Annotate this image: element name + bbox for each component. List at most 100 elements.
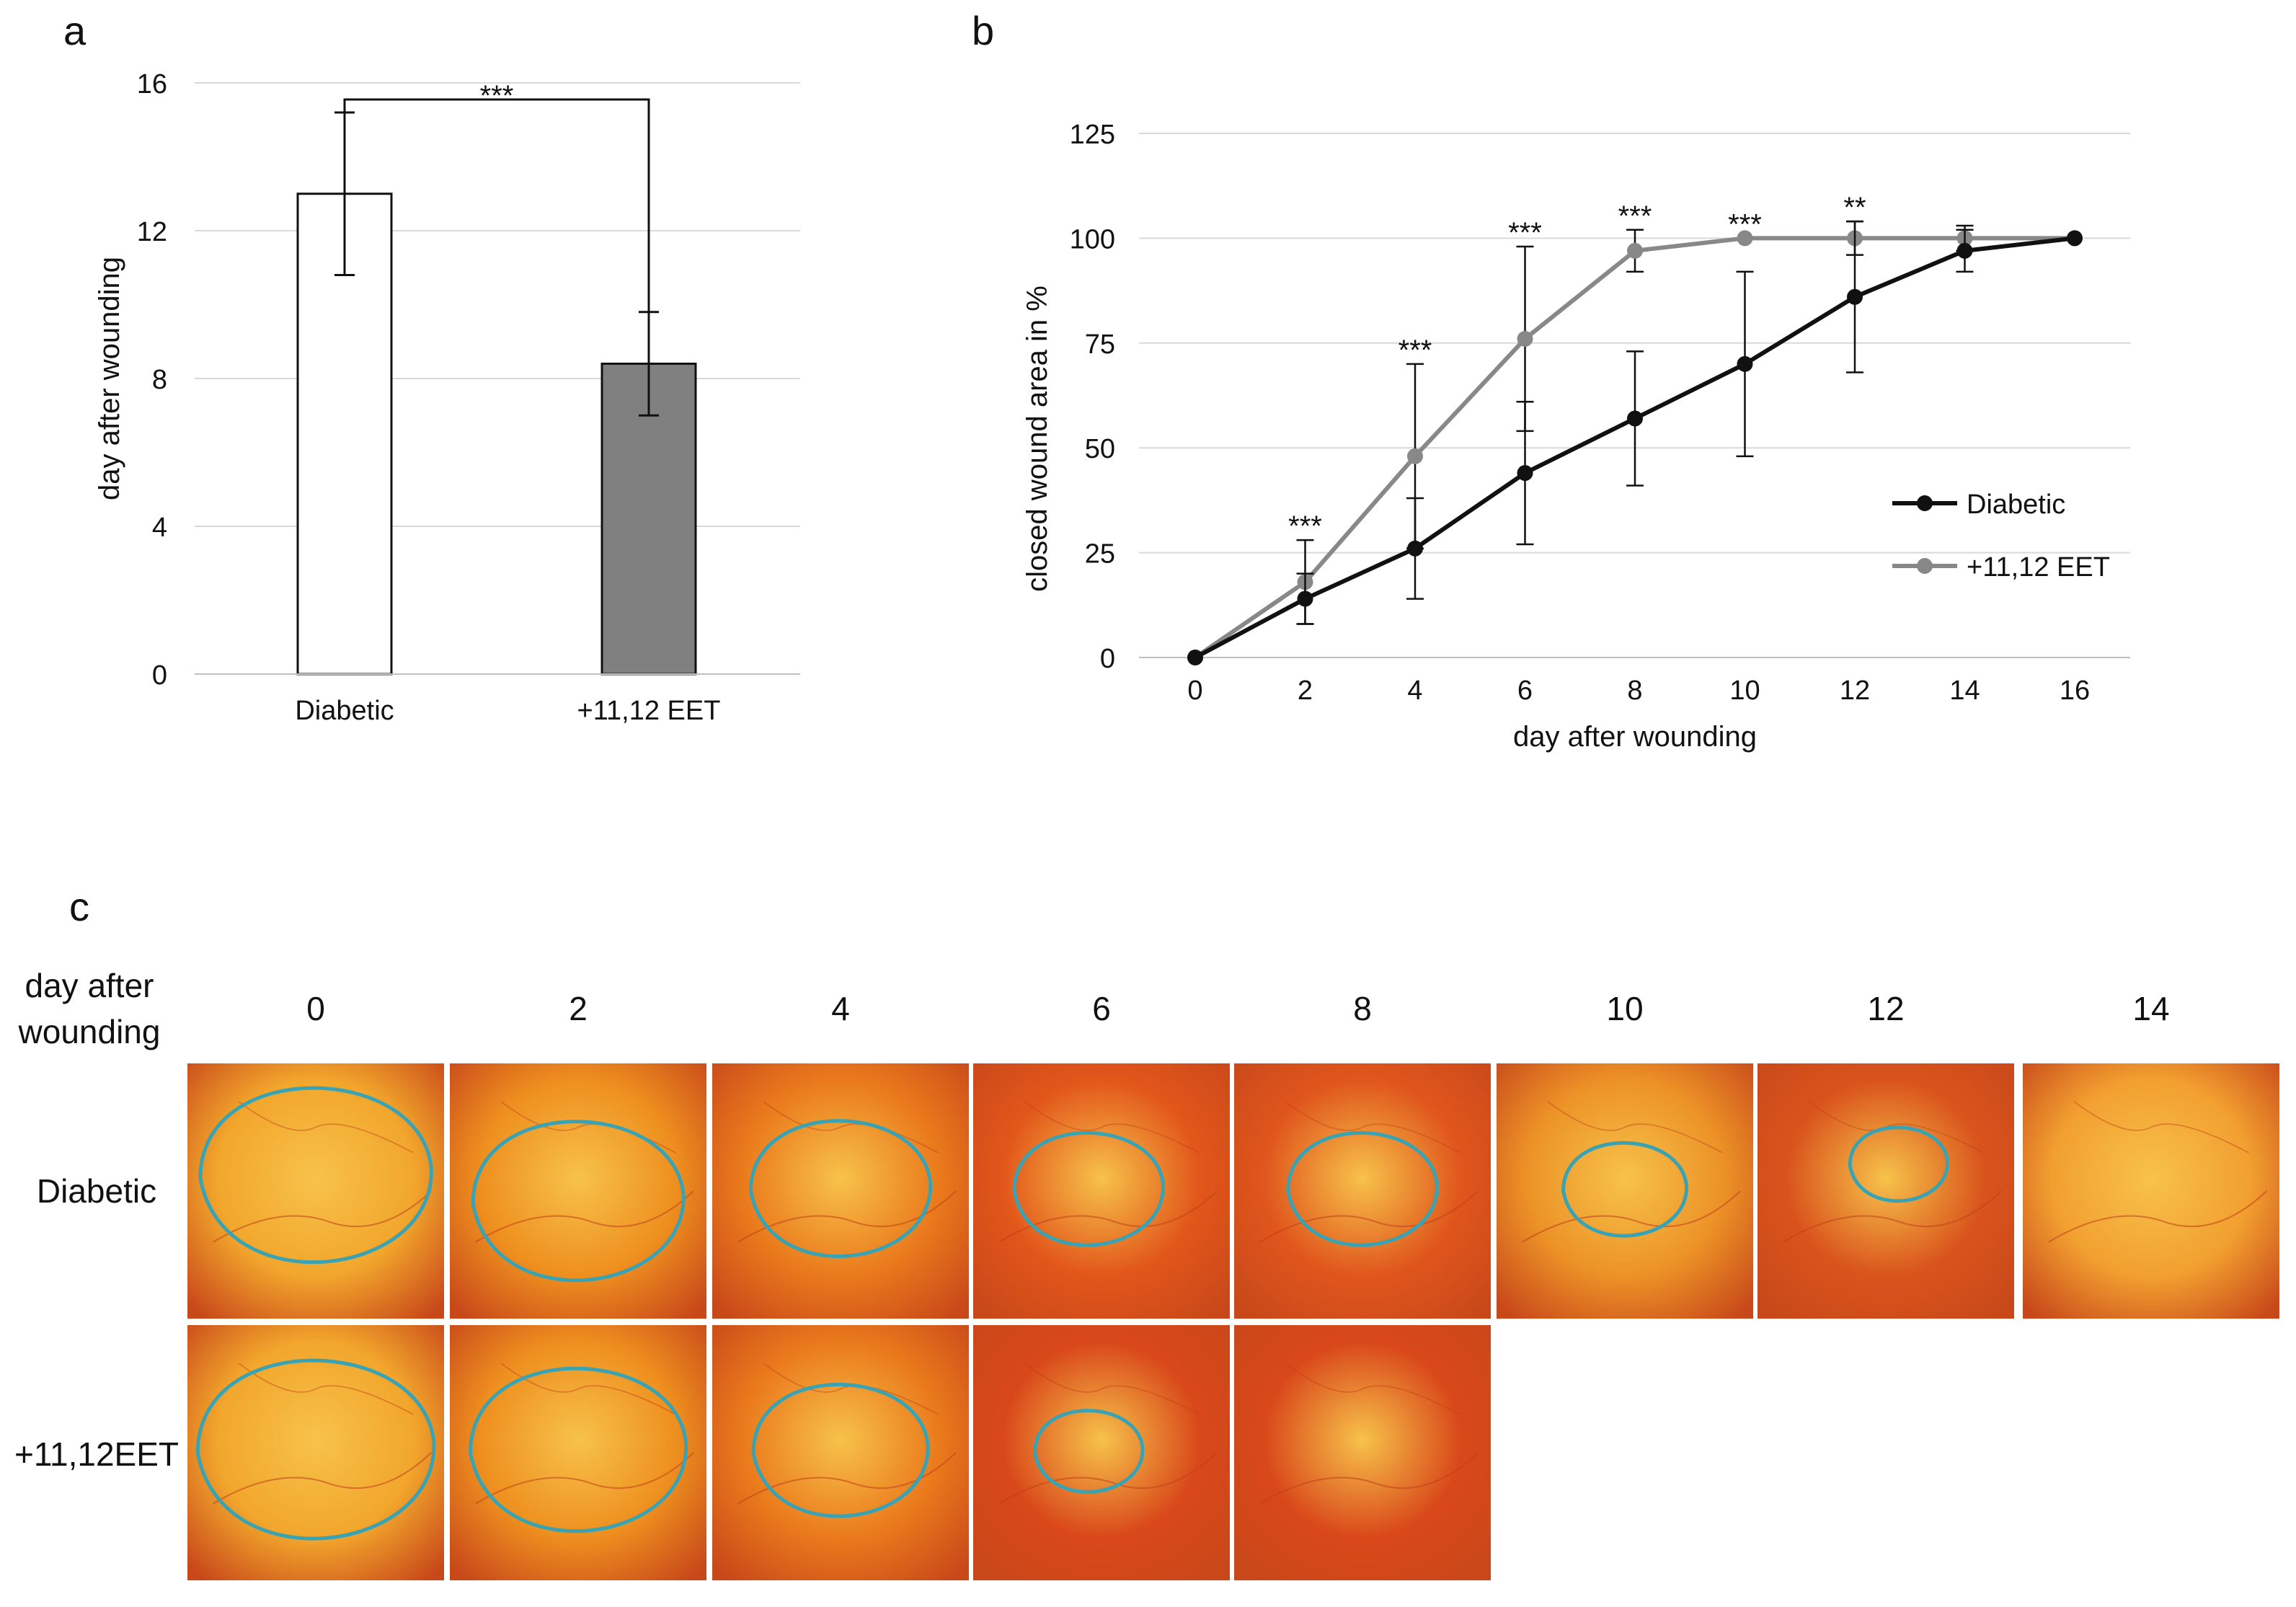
y-tick-label: 25 xyxy=(1085,539,1115,570)
photo-background xyxy=(973,1325,1230,1580)
wound-photo-image xyxy=(450,1063,706,1319)
photo-background xyxy=(2023,1063,2279,1319)
x-tick-label: 6 xyxy=(1517,676,1533,706)
wound-photo xyxy=(973,1063,1230,1319)
wound-photo-image xyxy=(450,1325,706,1580)
x-tick-label: Diabetic xyxy=(295,696,394,726)
data-point xyxy=(1627,242,1643,259)
x-tick-label: 14 xyxy=(1949,676,1980,706)
wound-outline xyxy=(1848,1125,1949,1203)
wound-photo xyxy=(450,1325,706,1580)
line-chart: 0 25 50 75 100 125 0 2 4 6 8 10 12 14 16 day after woun… xyxy=(1021,120,2130,753)
photo-background xyxy=(712,1325,969,1580)
significance-label: *** xyxy=(1288,510,1322,542)
data-point xyxy=(1187,650,1203,665)
day-column-label: 4 xyxy=(831,990,850,1027)
significance-label: ** xyxy=(1843,192,1866,223)
day-column-label: 14 xyxy=(2132,990,2170,1027)
vessel xyxy=(475,1190,694,1243)
panel-letter-c: c xyxy=(69,884,89,929)
photo-background xyxy=(450,1063,706,1319)
wound-outline xyxy=(748,1119,933,1258)
y-axis-label: closed wound area in % xyxy=(1021,285,1053,592)
wound-photo-image xyxy=(1497,1063,1753,1319)
wound-photo xyxy=(973,1325,1230,1580)
y-tick-label: 8 xyxy=(152,365,167,395)
wound-photo xyxy=(712,1325,969,1580)
x-tick-label: +11,12 EET xyxy=(577,696,721,726)
significance-label: *** xyxy=(1399,335,1432,366)
wound-photo-image xyxy=(1758,1063,2014,1319)
wound-photo xyxy=(1497,1063,1753,1319)
vessel xyxy=(1547,1101,1723,1154)
wound-photo xyxy=(187,1063,444,1319)
wound-outline xyxy=(195,1358,436,1541)
y-tick-label: 0 xyxy=(152,660,167,691)
vessel xyxy=(763,1101,939,1154)
x-tick-label: 8 xyxy=(1627,676,1642,706)
day-column-label: 0 xyxy=(306,990,325,1027)
wound-photo-image xyxy=(187,1063,444,1319)
vessel xyxy=(238,1101,414,1154)
data-point xyxy=(2067,230,2083,247)
photo-background xyxy=(1497,1063,1753,1319)
data-point xyxy=(1627,410,1643,427)
row-label-diabetic: Diabetic xyxy=(36,1172,157,1210)
x-axis-label: day after wounding xyxy=(1513,721,1757,753)
wound-photo-image xyxy=(973,1063,1230,1319)
data-point xyxy=(1956,242,1973,259)
wound-photo xyxy=(1758,1063,2014,1319)
wound-outline xyxy=(1561,1141,1688,1238)
wound-outline xyxy=(1012,1130,1165,1247)
wound-photo xyxy=(712,1063,969,1319)
wound-photo-image xyxy=(712,1063,969,1319)
wound-photo-image xyxy=(973,1325,1230,1580)
y-axis-label: day after wounding xyxy=(94,257,125,500)
y-tick-label: 4 xyxy=(152,513,167,543)
vessel xyxy=(763,1363,939,1415)
legend-label: +11,12 EET xyxy=(1967,552,2110,583)
vessel xyxy=(1522,1190,1741,1243)
data-point xyxy=(1297,590,1313,607)
vessel xyxy=(1783,1190,2002,1243)
wound-photo xyxy=(187,1325,444,1580)
legend-label: Diabetic xyxy=(1967,490,2065,520)
data-point xyxy=(1517,330,1533,347)
day-column-label: 10 xyxy=(1606,990,1644,1027)
wound-photo-image xyxy=(712,1325,969,1580)
wound-outline xyxy=(468,1366,688,1533)
photo-background xyxy=(450,1325,706,1580)
data-point xyxy=(1737,355,1753,372)
data-point xyxy=(1407,540,1423,557)
legend-marker xyxy=(1917,558,1933,574)
wound-outline xyxy=(1032,1409,1145,1494)
wound-photo-image xyxy=(1234,1063,1491,1319)
wound-photo-image xyxy=(1234,1325,1491,1580)
vessel xyxy=(998,1190,1218,1243)
row-label-eet: +11,12EET xyxy=(14,1435,179,1473)
wound-photo xyxy=(1234,1063,1491,1319)
vessel xyxy=(737,1452,957,1505)
x-tick-label: 0 xyxy=(1187,676,1202,706)
photo-background xyxy=(187,1063,444,1319)
vessel xyxy=(2048,1190,2267,1243)
x-tick-label: 12 xyxy=(1840,676,1870,706)
vessel xyxy=(1285,1101,1461,1154)
vessel xyxy=(1024,1101,1200,1154)
y-tick-label: 0 xyxy=(1100,644,1115,674)
significance-label: *** xyxy=(480,80,514,112)
vessel xyxy=(475,1452,694,1505)
significance-bracket xyxy=(343,98,650,312)
vessel xyxy=(2073,1101,2249,1154)
data-point xyxy=(1847,288,1863,305)
legend-marker xyxy=(1917,495,1933,511)
vessel xyxy=(213,1190,432,1243)
photo-background xyxy=(712,1063,969,1319)
photo-background xyxy=(1234,1063,1491,1319)
x-tick-label: 10 xyxy=(1729,676,1760,706)
day-column-label: 8 xyxy=(1353,990,1372,1027)
vessel xyxy=(1259,1190,1479,1243)
bar-chart: 0 4 8 12 16 day after wounding Diabetic +11,12 … xyxy=(94,69,800,726)
x-tick-label: 2 xyxy=(1298,676,1313,706)
vessel xyxy=(1259,1452,1479,1505)
